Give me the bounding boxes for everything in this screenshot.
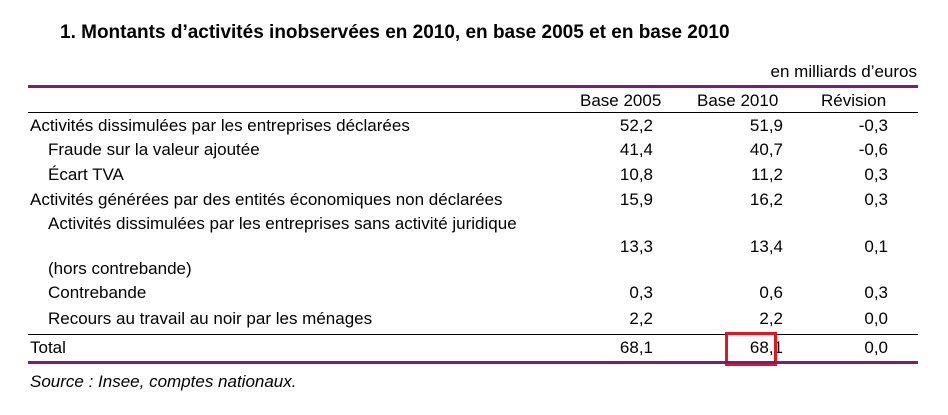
cell-revision: 0,3 <box>864 190 888 209</box>
cell-base-2010: 2,2 <box>759 309 783 328</box>
total-revision: 0,0 <box>864 338 888 357</box>
row-label: Activités dissimulées par les entreprise… <box>30 116 410 135</box>
column-header-base-2005: Base 2005 <box>580 91 662 110</box>
cell-base-2005: 13,3 <box>619 237 653 256</box>
cell-base-2010: 40,7 <box>749 140 783 159</box>
cell-base-2005: 15,9 <box>619 190 653 209</box>
row-label: Recours au travail au noir par les ménag… <box>48 309 373 328</box>
cell-base-2005: 2,2 <box>629 309 653 328</box>
cell-revision: 0,3 <box>864 165 888 184</box>
highlight-box <box>725 332 777 366</box>
total-label: Total <box>30 338 66 357</box>
row-label: Activités dissimulées par les entreprise… <box>48 214 517 233</box>
cell-revision: 0,1 <box>864 237 888 256</box>
column-header-base-2010: Base 2010 <box>697 91 779 110</box>
source-note: Source : Insee, comptes nationaux. <box>30 372 297 391</box>
table-title: 1. Montants d’activités inobservées en 2… <box>60 22 730 43</box>
cell-revision: 0,3 <box>864 283 888 302</box>
cell-base-2010: 51,9 <box>749 116 783 135</box>
row-label: Contrebande <box>48 283 147 302</box>
unit-label: en milliards d’euros <box>770 62 917 81</box>
row-label: Écart TVA <box>48 165 124 184</box>
cell-revision: 0,0 <box>864 309 888 328</box>
bottom-rule <box>28 361 918 364</box>
cell-base-2005: 41,4 <box>619 140 653 159</box>
cell-base-2010: 13,4 <box>749 237 783 256</box>
top-rule <box>28 85 918 88</box>
row-label-continuation: (hors contrebande) <box>48 259 192 278</box>
cell-base-2005: 10,8 <box>619 165 653 184</box>
cell-base-2010: 16,2 <box>749 190 783 209</box>
cell-base-2005: 52,2 <box>619 116 653 135</box>
cell-revision: -0,6 <box>858 140 888 159</box>
cell-revision: -0,3 <box>858 116 888 135</box>
header-divider <box>28 112 918 113</box>
cell-base-2010: 11,2 <box>751 165 783 184</box>
cell-base-2005: 0,3 <box>629 283 653 302</box>
total-divider <box>28 334 918 335</box>
cell-base-2010: 0,6 <box>759 283 783 302</box>
row-label: Activités générées par des entités écono… <box>30 190 503 209</box>
row-label: Fraude sur la valeur ajoutée <box>48 140 260 159</box>
column-header-revision: Révision <box>821 91 887 110</box>
total-base-2005: 68,1 <box>619 338 653 357</box>
